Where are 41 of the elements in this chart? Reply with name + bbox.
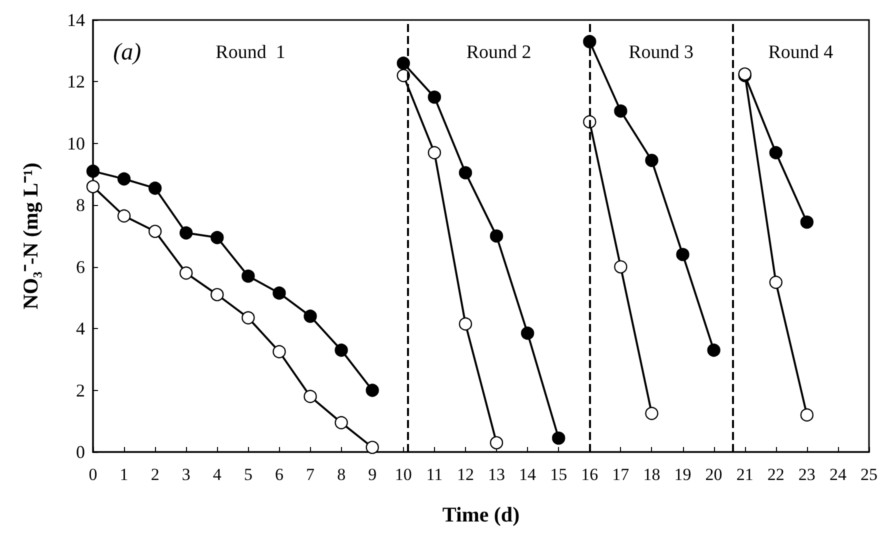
x-tick-label: 19 [674,465,692,484]
y-axis-title: NO₃⁻-N (mg L⁻¹) [18,162,42,310]
x-tick-label: 20 [705,465,722,484]
x-tick-label: 17 [612,465,630,484]
y-tick-label: 10 [67,133,85,154]
annotation: Round 3 [628,42,694,63]
y-tick-label: 12 [67,72,85,92]
x-tick-label: 4 [212,465,222,484]
annotation: Round 1 [216,42,286,63]
x-tick-label: 23 [798,465,816,484]
y-tick-label: 2 [76,380,85,400]
x-tick-label: 2 [150,465,160,484]
y-tick-label: 6 [76,256,85,277]
y-tick-label: 4 [76,318,85,339]
x-tick-label: 7 [306,465,316,484]
x-tick-label: 15 [550,465,568,484]
annotation: Round 4 [768,42,834,63]
x-tick-label: 18 [643,465,660,484]
x-tick-label: 6 [274,465,284,484]
x-tick-label: 9 [368,465,377,484]
y-tick-label: 8 [76,195,85,216]
x-axis-title: Time (d) [442,502,520,526]
annotation: (a) [113,39,142,66]
x-tick-label: 25 [860,465,878,484]
x-tick-label: 10 [394,465,412,484]
x-tick-label: 22 [767,465,784,484]
x-tick-label: 24 [829,465,847,484]
x-tick-label: 5 [244,465,252,484]
x-tick-label: 21 [736,465,754,484]
x-tick-label: 14 [519,465,537,484]
x-tick-label: 12 [456,465,474,484]
annotation: Round 2 [466,42,532,63]
y-tick-label: 14 [67,10,85,30]
x-tick-label: 0 [88,465,98,484]
x-tick-label: 11 [426,465,443,484]
x-tick-label: 13 [488,465,506,484]
x-tick-label: 16 [581,465,598,484]
y-tick-label: 0 [76,442,85,462]
x-tick-label: 8 [337,465,346,484]
x-tick-label: 3 [182,465,190,484]
x-tick-label: 1 [120,465,128,484]
